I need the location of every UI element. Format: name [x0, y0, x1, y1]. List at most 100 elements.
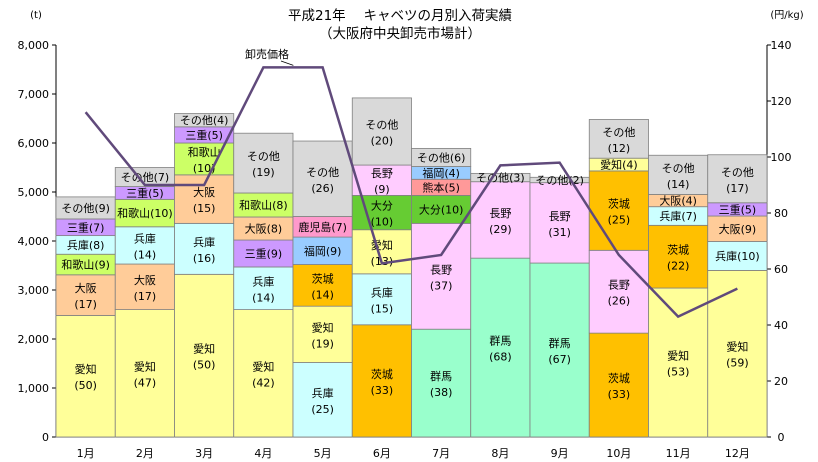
bar-segment [233, 309, 294, 438]
segment-label: 大阪 [193, 185, 215, 199]
x-tick-label: 9月 [551, 447, 569, 460]
bar-segment [529, 262, 590, 438]
segment-percent: (67) [548, 353, 571, 366]
right-tick-label: 120 [771, 95, 792, 108]
left-tick-label: 6,000 [18, 137, 50, 150]
segment-label: 長野 [549, 210, 571, 223]
bar-segment [174, 222, 235, 275]
segment-label: 大阪 [134, 273, 156, 287]
plot-area: 0 1,000 2,000 3,000 4,000 5,000 6,000 7,000 8,00… [18, 39, 792, 460]
segment-percent: (33) [371, 384, 394, 397]
segment-percent: (31) [548, 226, 571, 239]
segment-label: 福岡(9) [304, 244, 342, 258]
segment-label: 兵庫(8) [67, 238, 105, 252]
bar-segment [707, 154, 768, 204]
segment-label: 茨城 [608, 197, 630, 211]
bar-segment [470, 257, 531, 438]
segment-label: 兵庫 [312, 386, 334, 400]
segment-label: 兵庫(7) [659, 209, 697, 223]
segment-label: 長野 [608, 279, 630, 292]
segment-label: その他(4) [180, 114, 229, 127]
price-line [84, 66, 738, 319]
bar-segment [55, 274, 116, 316]
segment-percent: (68) [489, 351, 512, 364]
bar-segment [411, 328, 472, 438]
bar-segment [114, 226, 175, 265]
x-tick-label: 5月 [314, 447, 332, 460]
segment-label: その他(2) [535, 174, 584, 187]
segment-label: 茨城 [608, 371, 630, 385]
right-tick-label: 100 [771, 151, 792, 164]
segment-label: その他 [721, 166, 754, 179]
segment-percent: (20) [371, 134, 394, 147]
x-tick-label: 2月 [136, 447, 154, 460]
segment-percent: (37) [430, 279, 453, 292]
segment-percent: (14) [252, 291, 275, 304]
segment-label: 大阪(9) [719, 222, 757, 236]
left-tick-label: 4,000 [18, 235, 50, 248]
bar-segment [351, 164, 412, 196]
segment-percent: (19) [311, 337, 334, 350]
segment-label: 愛知 [134, 359, 156, 373]
left-tick-label: 7,000 [18, 88, 50, 101]
right-tick-label: 20 [774, 375, 788, 388]
bar-segment [588, 170, 649, 251]
segment-label: 兵庫 [252, 274, 274, 288]
segment-label: 大阪 [75, 281, 97, 295]
segment-percent: (26) [311, 182, 334, 195]
segment-percent: (53) [667, 366, 690, 379]
bar-segment [588, 119, 649, 159]
left-tick-label: 1,000 [18, 382, 50, 395]
bar-segment [292, 362, 353, 438]
segment-percent: (22) [667, 260, 690, 273]
bar-segment [174, 273, 235, 438]
x-tick-label: 12月 [725, 447, 750, 460]
x-tick-label: 1月 [77, 447, 95, 460]
x-tick-label: 10月 [606, 447, 631, 460]
segment-percent: (17) [74, 298, 97, 311]
left-tick-label: 5,000 [18, 186, 50, 199]
segment-label: その他(6) [417, 151, 466, 164]
segment-label: 愛知 [193, 342, 215, 356]
bar-segment [114, 309, 175, 438]
bar-segment [588, 249, 649, 334]
segment-label: 三重(5) [126, 186, 164, 200]
x-tick-label: 3月 [195, 447, 213, 460]
right-axis-unit: (円/kg) [770, 10, 803, 21]
segment-label: 福岡(4) [422, 166, 460, 180]
segment-label: 鹿児島(7) [298, 220, 347, 234]
segment-label: 長野 [371, 167, 393, 180]
segment-label: 愛知 [667, 349, 689, 363]
segment-percent: (50) [193, 359, 216, 372]
bar-segment [292, 140, 353, 217]
segment-label: 茨城 [312, 271, 334, 285]
segment-label: その他 [247, 150, 280, 163]
segment-label: 愛知 [726, 340, 748, 354]
bar-segment [707, 215, 768, 242]
segment-label: 和歌山(10) [117, 206, 173, 220]
segment-label: その他 [365, 118, 398, 131]
segment-percent: (25) [311, 403, 334, 416]
segment-label: その他 [602, 126, 635, 139]
segment-percent: (33) [608, 388, 631, 401]
segment-label: 大阪(4) [659, 194, 697, 208]
bar-segment [292, 236, 353, 265]
segment-label: 和歌山 [188, 145, 221, 159]
segment-percent: (12) [608, 142, 631, 155]
segment-percent: (47) [134, 376, 157, 389]
segment-label: 兵庫(10) [715, 249, 760, 263]
segment-label: その他(9) [61, 202, 110, 215]
segment-percent: (17) [726, 182, 749, 195]
bar-segment [707, 241, 768, 271]
segment-percent: (14) [134, 248, 157, 261]
segment-percent: (14) [311, 288, 334, 301]
segment-percent: (50) [74, 379, 97, 392]
bar-segment [411, 147, 472, 167]
right-tick-label: 0 [778, 431, 785, 444]
bar-segment [233, 266, 294, 311]
segment-label: 大分(10) [419, 202, 464, 216]
bar-segment [648, 224, 709, 289]
segment-percent: (42) [252, 376, 275, 389]
segment-label: その他 [306, 166, 339, 179]
segment-percent: (14) [667, 178, 690, 191]
